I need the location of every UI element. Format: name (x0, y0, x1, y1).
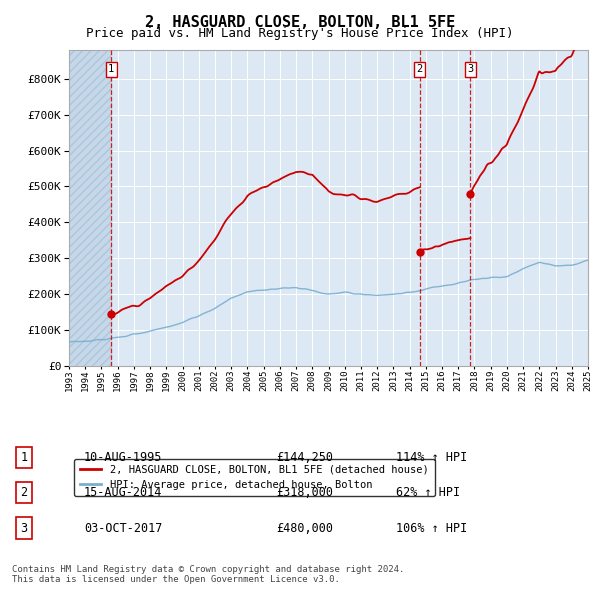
Text: £318,000: £318,000 (276, 486, 333, 499)
Text: 3: 3 (467, 64, 473, 74)
Text: 62% ↑ HPI: 62% ↑ HPI (396, 486, 460, 499)
Text: 03-OCT-2017: 03-OCT-2017 (84, 522, 163, 535)
Text: £144,250: £144,250 (276, 451, 333, 464)
Text: 1: 1 (20, 451, 28, 464)
Text: Price paid vs. HM Land Registry's House Price Index (HPI): Price paid vs. HM Land Registry's House … (86, 27, 514, 40)
Text: 15-AUG-2014: 15-AUG-2014 (84, 486, 163, 499)
Legend: 2, HASGUARD CLOSE, BOLTON, BL1 5FE (detached house), HPI: Average price, detache: 2, HASGUARD CLOSE, BOLTON, BL1 5FE (deta… (74, 458, 434, 496)
Text: 1: 1 (108, 64, 115, 74)
Text: 2: 2 (20, 486, 28, 499)
Bar (69, 50, 112, 366)
Text: Contains HM Land Registry data © Crown copyright and database right 2024.
This d: Contains HM Land Registry data © Crown c… (12, 565, 404, 584)
Text: 10-AUG-1995: 10-AUG-1995 (84, 451, 163, 464)
Text: 2, HASGUARD CLOSE, BOLTON, BL1 5FE: 2, HASGUARD CLOSE, BOLTON, BL1 5FE (145, 15, 455, 30)
Text: £480,000: £480,000 (276, 522, 333, 535)
Text: 106% ↑ HPI: 106% ↑ HPI (396, 522, 467, 535)
Text: 2: 2 (416, 64, 423, 74)
Text: 114% ↑ HPI: 114% ↑ HPI (396, 451, 467, 464)
Text: 3: 3 (20, 522, 28, 535)
Bar (69, 50, 112, 366)
